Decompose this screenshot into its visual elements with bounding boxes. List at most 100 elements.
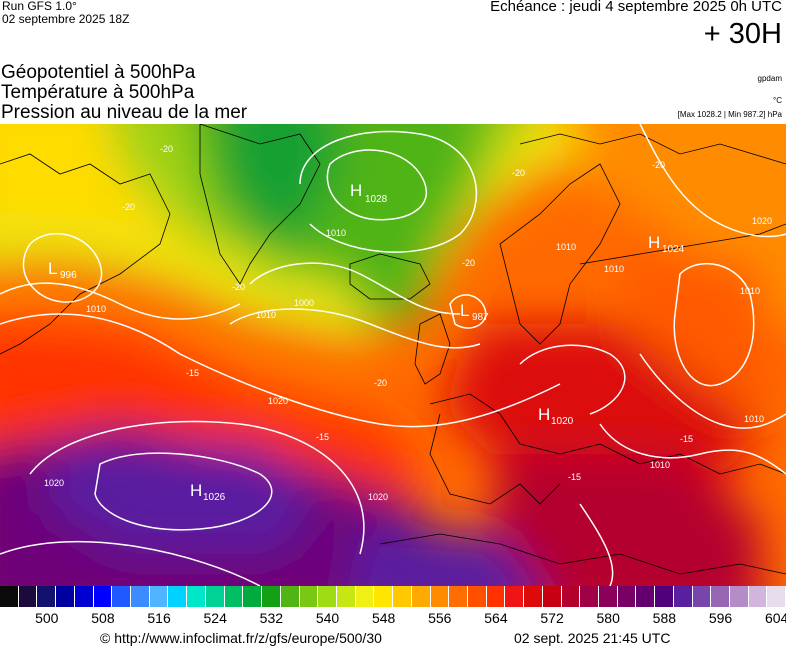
color-scale-label: 596 <box>708 610 733 626</box>
color-swatch <box>262 586 281 607</box>
color-swatch <box>467 586 487 607</box>
color-scale-label: 572 <box>540 610 564 626</box>
low-labrador-value: 996 <box>60 270 77 281</box>
color-scale-label: 604 <box>764 610 786 626</box>
high-italy-value: 1020 <box>551 416 574 427</box>
color-swatch <box>374 586 394 607</box>
isobar-label: 1010 <box>256 310 276 320</box>
color-swatch <box>505 586 525 607</box>
geopotential-field <box>0 124 786 586</box>
run-date: 02 septembre 2025 18Z <box>2 12 130 26</box>
color-swatch <box>542 586 562 607</box>
isobar-label: 1010 <box>86 304 106 314</box>
color-swatch <box>318 586 337 607</box>
parameter-pressure: Pression au niveau de la mer <box>1 102 248 123</box>
high-russia-letter: H <box>648 233 660 252</box>
color-swatch <box>393 586 412 607</box>
high-italy-marker: H 1020 <box>538 405 574 427</box>
isobar-label: 1010 <box>740 286 760 296</box>
color-scale-label: 508 <box>91 610 115 626</box>
color-swatch <box>617 586 637 607</box>
color-scale-label: 548 <box>371 610 396 626</box>
color-swatch <box>655 586 674 607</box>
color-scale-label: 556 <box>428 610 452 626</box>
color-swatch <box>187 586 206 607</box>
isobar-label: 1010 <box>744 414 764 424</box>
copyright-link[interactable]: © http://www.infoclimat.fr/z/gfs/europe/… <box>100 630 382 646</box>
color-swatch <box>580 586 599 607</box>
generated-timestamp: 02 sept. 2025 21:45 UTC <box>514 630 671 646</box>
color-swatch <box>748 586 768 607</box>
color-swatch <box>131 586 150 607</box>
parameter-geopotential: Géopotentiel à 500hPa <box>1 62 196 83</box>
unit-pressure-range: [Max 1028.2 | Min 987.2] hPa <box>677 110 782 119</box>
color-swatch <box>449 586 468 607</box>
color-swatch <box>430 586 450 607</box>
weather-map: H 1028 H 1024 H 1020 H 1026 L 996 L 987 <box>0 124 786 586</box>
color-swatch <box>112 586 132 607</box>
color-swatch <box>336 586 356 607</box>
color-swatch <box>149 586 169 607</box>
isobar-label: 1020 <box>368 492 388 502</box>
color-swatch <box>355 586 375 607</box>
color-swatch <box>168 586 188 607</box>
color-swatch <box>711 586 731 607</box>
color-scale-labels: 500 508 516 524 532 540 548 556 564 572 580 588 596 6… <box>0 610 786 628</box>
low-north-sea-marker: L 987 <box>460 301 489 323</box>
coastlines <box>0 124 786 575</box>
color-swatch <box>411 586 431 607</box>
temperature-label: -15 <box>186 368 199 378</box>
run-label: Run GFS 1.0° <box>2 0 77 13</box>
lead-time: + 30H <box>703 18 782 50</box>
temperature-label: -15 <box>680 434 693 444</box>
isobar-label: 1010 <box>604 264 624 274</box>
parameter-temperature: Température à 500hPa <box>1 82 195 103</box>
isobar-label: 1020 <box>268 396 288 406</box>
high-russia-value: 1024 <box>662 244 685 255</box>
color-swatch <box>692 586 712 607</box>
high-iceland-letter: H <box>350 181 362 200</box>
isobar-label: 1020 <box>44 478 64 488</box>
color-swatch <box>74 586 94 607</box>
color-swatch <box>224 586 244 607</box>
color-scale-label: 500 <box>35 610 59 626</box>
color-scale-label: 580 <box>596 610 620 626</box>
isobar-label: 1010 <box>650 460 670 470</box>
color-scale-label: 564 <box>484 610 508 626</box>
high-italy-letter: H <box>538 405 550 424</box>
temperature-labels: -20 -20 -20 -20 -20 -20 -20 -15 -15 -15 … <box>122 144 693 482</box>
color-swatch <box>599 586 618 607</box>
high-azores-value: 1026 <box>203 492 226 503</box>
color-scale-label: 524 <box>203 610 227 626</box>
color-scale-label: 516 <box>147 610 171 626</box>
high-russia-marker: H 1024 <box>648 233 685 255</box>
isobar-label: 1010 <box>326 228 346 238</box>
temperature-label: -20 <box>512 168 525 178</box>
temperature-label: -20 <box>652 160 665 170</box>
high-azores-marker: H 1026 <box>190 481 226 503</box>
temperature-label: -20 <box>122 202 135 212</box>
unit-geopotential: gpdam <box>757 74 782 83</box>
color-swatch <box>673 586 693 607</box>
color-swatch <box>0 586 19 607</box>
low-north-sea-letter: L <box>460 301 469 320</box>
color-scale <box>0 586 786 607</box>
temperature-label: -20 <box>374 378 387 388</box>
color-scale-label: 588 <box>652 610 677 626</box>
isobars <box>0 124 786 586</box>
high-iceland-marker: H 1028 <box>350 181 388 205</box>
color-swatch <box>767 586 786 607</box>
color-swatch <box>636 586 656 607</box>
color-scale-label: 532 <box>259 610 284 626</box>
color-swatch <box>561 586 581 607</box>
temperature-label: -20 <box>232 282 245 292</box>
unit-temperature: °C <box>773 96 782 105</box>
low-north-sea-value: 987 <box>472 312 489 323</box>
color-swatch <box>299 586 319 607</box>
temperature-label: -20 <box>160 144 173 154</box>
high-iceland-value: 1028 <box>365 194 388 205</box>
isobar-label: 1000 <box>294 298 314 308</box>
low-labrador-letter: L <box>48 259 57 278</box>
isobar-label: 1020 <box>752 216 772 226</box>
high-azores-letter: H <box>190 481 202 500</box>
